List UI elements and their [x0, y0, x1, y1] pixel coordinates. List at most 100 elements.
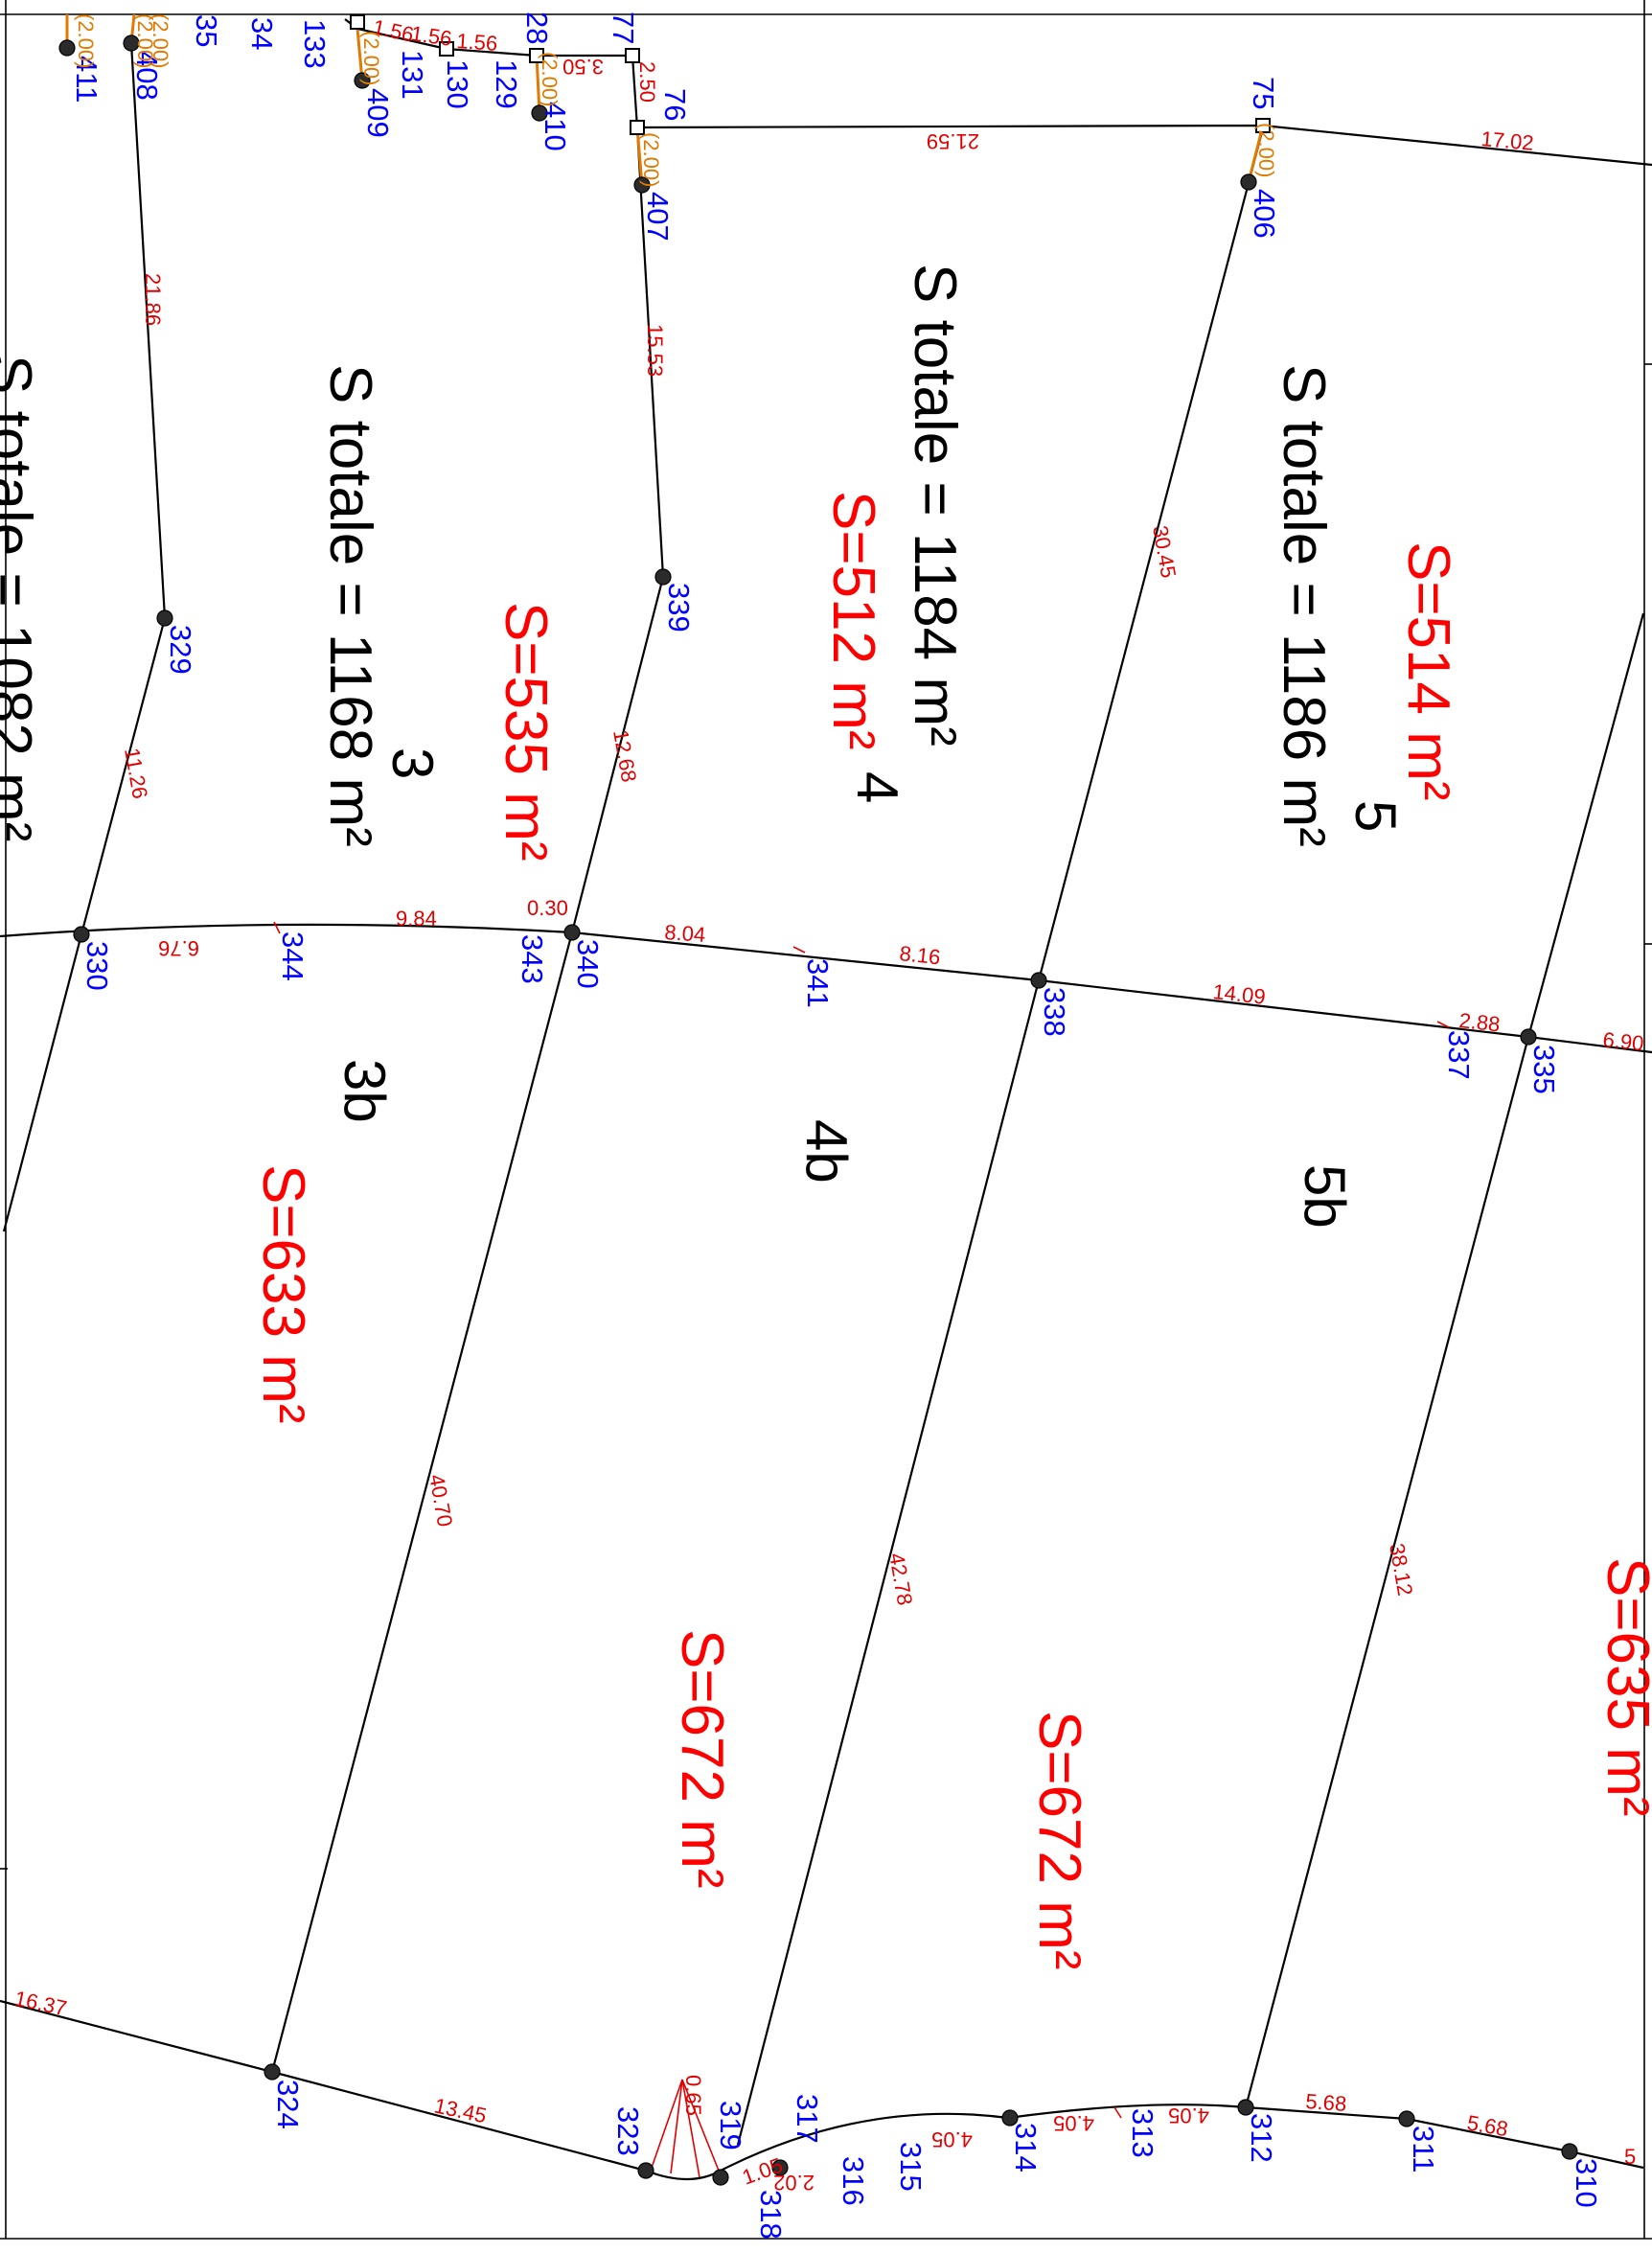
lot-3-total-label: S totale = 1168 m²: [317, 364, 383, 847]
parcel-identifiers: 3 4 5 3b 4b 5b: [333, 747, 1408, 1229]
offset-segment: [356, 28, 364, 81]
parcel-id-3b: 3b: [333, 1059, 397, 1123]
point-number: 406: [1248, 189, 1281, 239]
lot-right-area-label: S=635 m²: [1595, 1557, 1652, 1817]
point-number: 410: [539, 102, 572, 151]
point-number: 329: [164, 625, 197, 675]
dimension-label: 6.90: [1601, 1027, 1644, 1055]
boundary-line: [270, 126, 665, 2073]
parcel-id-3: 3: [380, 747, 445, 779]
point-number: 318: [754, 2190, 788, 2240]
survey-point: [771, 2159, 789, 2176]
lot-4-total-label: S totale = 1184 m²: [902, 264, 968, 747]
survey-point: [73, 926, 90, 943]
point-number: 310: [1570, 2158, 1603, 2208]
boundary-line: [0, 923, 1652, 1054]
offset-label: (2.00): [1254, 123, 1278, 177]
dimension-label: 8.04: [664, 920, 706, 947]
survey-point: [637, 2162, 654, 2179]
lot-3-area-label: S=535 m²: [493, 602, 559, 862]
dimension-label: 16.37: [12, 1986, 69, 2020]
point-number: 76: [658, 88, 692, 121]
corner-marker: [1255, 118, 1271, 133]
dimension-label: 17.02: [1480, 126, 1535, 155]
dimension-labels: 21.86 15.53 21.59 17.02 30.45 11.26 12.6…: [12, 14, 1645, 2195]
corner-marker: [625, 48, 640, 63]
point-number: 409: [361, 88, 395, 138]
tick: [1436, 1021, 1450, 1028]
point-number: 312: [1245, 2113, 1278, 2163]
dimension-label: 1.56: [409, 21, 453, 51]
tick: [1113, 2106, 1122, 2119]
offset-segment: [635, 126, 644, 186]
dimension-label: 6.76: [158, 936, 199, 960]
boundary-line: [2, 42, 167, 1232]
dimension-label: 42.78: [884, 1552, 917, 1608]
partial-area-labels: S=535 m² S=512 m² S=514 m² S=633 m² S=67…: [250, 491, 1652, 1970]
point-number: 407: [641, 192, 675, 241]
survey-point: [354, 72, 371, 89]
lot-3b-area-label: S=633 m²: [250, 1164, 316, 1424]
point-number: 133: [298, 19, 332, 69]
point-number: 315: [894, 2142, 928, 2192]
radial-fan: [651, 2079, 722, 2178]
point-number: 77: [607, 11, 640, 44]
point-number: 335: [1527, 1045, 1561, 1094]
parcel-id-4b: 4b: [794, 1119, 859, 1184]
dimension-label: 5.68: [1465, 2110, 1510, 2141]
dimension-label: 15.53: [643, 324, 667, 377]
tick: [273, 921, 281, 934]
corner-marker: [350, 14, 365, 30]
fan-line: [651, 2079, 683, 2169]
offset-label: (2.00): [74, 13, 98, 68]
offset-segment: [1247, 125, 1265, 183]
dimension-label: 2.50: [635, 61, 659, 103]
total-area-labels: S totale = 1168 m² S totale = 1184 m² S …: [0, 264, 1337, 847]
offset-label: (2.00): [359, 31, 383, 85]
point-number: 130: [441, 59, 474, 109]
survey-point: [1240, 173, 1257, 191]
point-number: 313: [1126, 2108, 1159, 2158]
point-number: 340: [571, 939, 605, 989]
offset-labels: (2.00) (2.00) (2.00) (2.00) (2.00) (2.00…: [74, 13, 1278, 187]
boundary-line: [0, 1999, 1644, 2181]
dimension-label: 9.84: [396, 907, 437, 931]
dimension-label: 4.05: [1168, 2104, 1209, 2127]
survey-point: [1001, 2109, 1019, 2127]
dimension-label: 3.50: [562, 55, 604, 79]
dimension-label: 12.68: [608, 728, 641, 785]
survey-point: [1237, 2099, 1254, 2116]
survey-point: [1520, 1028, 1537, 1046]
survey-point: [712, 2169, 729, 2186]
tick: [792, 946, 806, 954]
point-number: 344: [276, 931, 310, 981]
dimension-label: 11.26: [120, 747, 152, 801]
point-number: 314: [1009, 2123, 1043, 2173]
corner-markers: [350, 14, 1271, 135]
point-number: 35: [190, 14, 223, 47]
survey-point: [1561, 2143, 1578, 2160]
point-number: 319: [714, 2101, 747, 2150]
lot-4b-area-b-label: S=672 m²: [1026, 1711, 1092, 1970]
point-number: 341: [801, 958, 835, 1008]
point-number: 330: [80, 941, 114, 991]
point-number: 28: [520, 11, 554, 44]
parcel-id-5: 5: [1343, 800, 1408, 832]
point-number: 339: [662, 583, 696, 632]
dimension-label: 2.02: [773, 2171, 815, 2195]
offset-label: (2.00): [133, 13, 157, 68]
fan-line: [670, 2079, 683, 2174]
parcel-boundaries: [0, 18, 1652, 2181]
point-number: 317: [791, 2094, 824, 2144]
offset-label: (2.00): [149, 13, 172, 68]
point-number: 316: [837, 2156, 870, 2206]
lot-left-total-label: S totale = 1082 m²: [0, 355, 43, 841]
survey-point: [633, 176, 651, 194]
fan-line: [681, 2079, 722, 2176]
point-number: 343: [516, 934, 549, 984]
point-number: 337: [1442, 1030, 1476, 1080]
survey-point: [654, 568, 672, 586]
point-number: 75: [1247, 77, 1280, 109]
survey-point: [1030, 972, 1047, 989]
